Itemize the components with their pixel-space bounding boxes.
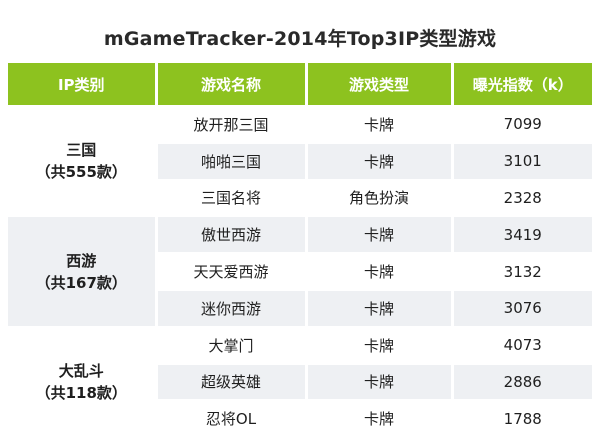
game-type: 卡牌: [306, 252, 454, 290]
table-row: 超级英雄 卡牌 2886: [8, 362, 592, 401]
table-row: 三国 （共555款） 放开那三国 卡牌 7099: [8, 104, 592, 217]
game-type: 卡牌: [306, 325, 454, 364]
exposure-value: 1788: [452, 399, 592, 437]
ip-category-count: （共167款）: [35, 273, 127, 292]
header-game-type: 游戏类型: [306, 63, 454, 106]
game-type: 卡牌: [306, 399, 454, 437]
table-row: 三国名将 角色扮演 2328: [8, 178, 592, 217]
exposure-value: 7099: [452, 105, 592, 143]
table-row: 忍将OL 卡牌 1788: [8, 399, 592, 437]
game-name: 放开那三国: [156, 105, 308, 143]
ip-category-cell: 西游 （共167款）: [8, 215, 158, 327]
header-exposure-index: 曝光指数（k）: [452, 63, 592, 106]
game-type: 卡牌: [306, 288, 454, 327]
game-type: 卡牌: [306, 105, 454, 143]
game-name: 迷你西游: [156, 288, 308, 327]
exposure-value: 2328: [452, 178, 592, 217]
game-name: 天天爱西游: [156, 252, 308, 290]
ip-category-cell: 三国 （共555款）: [8, 104, 158, 217]
game-type: 卡牌: [306, 362, 454, 401]
exposure-value: 3419: [452, 215, 592, 254]
table-row: 天天爱西游 卡牌 3132: [8, 252, 592, 290]
game-type: 卡牌: [306, 141, 454, 180]
ip-category-name: 三国: [66, 141, 97, 160]
header-game-name: 游戏名称: [156, 63, 308, 106]
game-name: 傲世西游: [156, 215, 308, 254]
ip-games-table: IP类别 游戏名称 游戏类型 曝光指数（k） 三国 （共555款） 放开那三国 …: [8, 63, 592, 437]
header-ip-category: IP类别: [8, 63, 158, 106]
exposure-value: 4073: [452, 325, 592, 364]
game-type: 角色扮演: [306, 178, 454, 217]
game-name: 啪啪三国: [156, 141, 308, 180]
exposure-value: 3132: [452, 252, 592, 290]
game-name: 超级英雄: [156, 362, 308, 401]
table-row: 迷你西游 卡牌 3076: [8, 288, 592, 327]
table-row: 大乱斗 （共118款） 大掌门 卡牌 4073: [8, 325, 592, 437]
chart-title: mGameTracker-2014年Top3IP类型游戏: [103, 28, 497, 50]
ip-category-name: 西游: [66, 251, 97, 270]
ip-category-count: （共118款）: [35, 383, 127, 402]
exposure-value: 2886: [452, 362, 592, 401]
ip-category-name: 大乱斗: [58, 361, 104, 380]
exposure-value: 3101: [452, 141, 592, 180]
ip-category-count: （共555款）: [35, 163, 127, 182]
game-name: 三国名将: [156, 178, 308, 217]
exposure-value: 3076: [452, 288, 592, 327]
game-type: 卡牌: [306, 215, 454, 254]
game-name: 大掌门: [156, 325, 308, 364]
table-row: 西游 （共167款） 傲世西游 卡牌 3419: [8, 215, 592, 327]
ip-category-cell: 大乱斗 （共118款）: [8, 325, 158, 437]
table-row: 啪啪三国 卡牌 3101: [8, 141, 592, 180]
game-name: 忍将OL: [156, 399, 308, 437]
header-row: IP类别 游戏名称 游戏类型 曝光指数（k）: [8, 63, 592, 106]
